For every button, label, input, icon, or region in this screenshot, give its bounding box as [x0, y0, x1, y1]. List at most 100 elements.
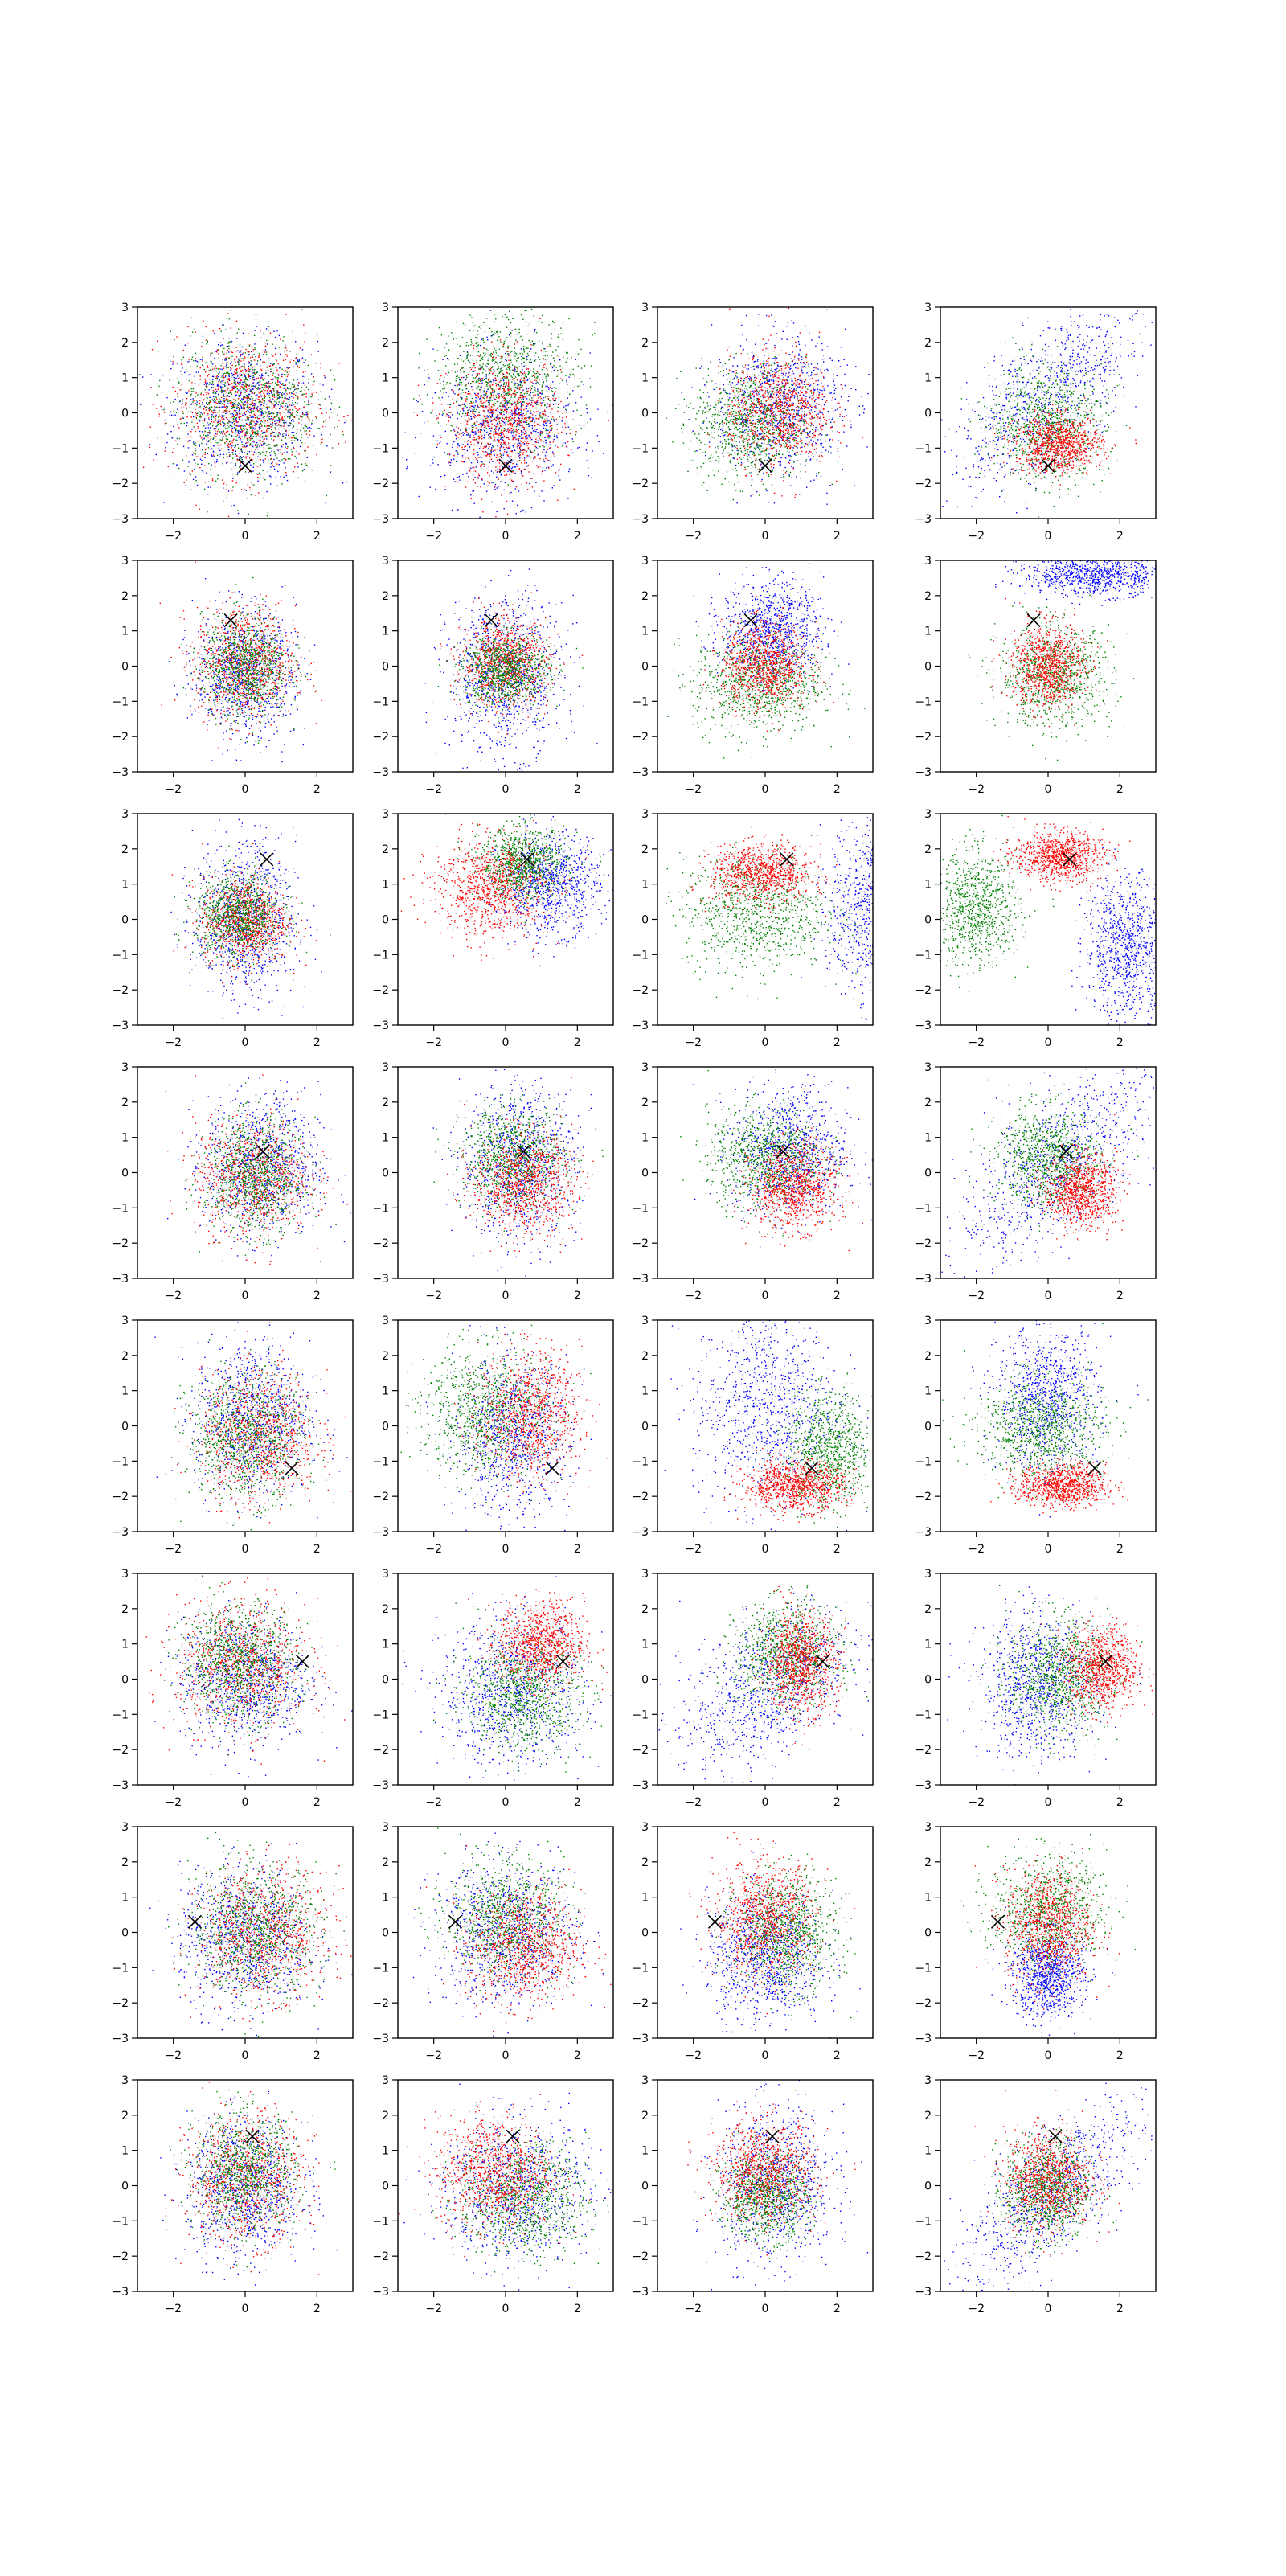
point	[550, 430, 551, 431]
point	[270, 435, 271, 436]
point	[521, 473, 522, 474]
point	[466, 396, 467, 397]
point	[209, 382, 210, 383]
point	[277, 412, 278, 413]
point	[494, 454, 495, 455]
point	[478, 429, 479, 430]
point	[529, 399, 530, 400]
point	[255, 417, 256, 418]
point	[480, 387, 481, 388]
point	[217, 425, 218, 426]
point	[213, 437, 214, 438]
point	[506, 501, 507, 502]
point	[520, 414, 521, 415]
point	[276, 391, 277, 392]
point	[292, 409, 293, 410]
point	[311, 393, 312, 394]
point	[202, 470, 203, 471]
point	[597, 435, 598, 436]
point	[277, 394, 278, 395]
point	[562, 426, 563, 427]
point	[215, 481, 216, 482]
point	[237, 435, 238, 436]
point	[236, 412, 237, 413]
point	[201, 393, 202, 394]
point	[472, 427, 473, 428]
point	[173, 356, 174, 357]
point	[218, 389, 219, 390]
point	[216, 351, 217, 352]
point	[261, 377, 262, 378]
point	[472, 381, 473, 382]
point	[450, 430, 451, 431]
point	[270, 383, 271, 384]
point	[240, 426, 241, 427]
point	[450, 383, 451, 384]
point	[490, 386, 491, 387]
point	[175, 399, 176, 400]
point	[214, 401, 215, 402]
point	[238, 421, 239, 422]
point	[481, 358, 482, 359]
point	[548, 467, 549, 468]
point	[448, 350, 449, 351]
point	[459, 445, 460, 446]
point	[547, 460, 548, 461]
point	[474, 409, 475, 410]
point	[485, 301, 486, 302]
point	[454, 431, 455, 432]
point	[205, 380, 206, 381]
point	[219, 401, 220, 402]
point	[225, 410, 226, 411]
point	[236, 417, 237, 418]
point	[478, 396, 479, 397]
point	[219, 431, 220, 432]
point	[252, 417, 253, 418]
point	[193, 398, 194, 399]
point	[528, 340, 529, 341]
point	[508, 379, 509, 380]
point	[227, 346, 228, 347]
point	[218, 353, 219, 354]
point	[275, 376, 276, 377]
point	[566, 381, 567, 382]
point	[305, 359, 306, 360]
point	[483, 422, 484, 423]
point	[505, 401, 506, 402]
point	[232, 458, 233, 459]
point	[275, 348, 276, 349]
point	[502, 396, 503, 397]
point	[506, 417, 507, 418]
point	[539, 412, 540, 413]
point	[204, 412, 205, 413]
point	[227, 372, 228, 373]
point	[217, 422, 218, 423]
point	[283, 462, 284, 463]
point	[529, 361, 530, 362]
point	[536, 377, 537, 378]
point	[496, 332, 497, 333]
point	[446, 343, 447, 344]
point	[427, 394, 428, 395]
point	[252, 403, 253, 404]
point	[519, 329, 520, 330]
point	[212, 382, 213, 383]
point	[167, 433, 168, 434]
point	[229, 379, 230, 380]
point	[243, 384, 244, 385]
point	[207, 366, 208, 367]
point	[269, 475, 270, 476]
point	[279, 367, 280, 368]
point	[279, 412, 280, 413]
point	[546, 368, 547, 369]
point	[478, 412, 479, 413]
point	[276, 370, 277, 371]
point	[284, 420, 285, 421]
point	[492, 366, 493, 367]
point	[510, 419, 511, 420]
point	[526, 462, 527, 463]
point	[190, 431, 191, 432]
point	[518, 357, 519, 358]
point	[261, 430, 262, 431]
point	[531, 397, 532, 398]
